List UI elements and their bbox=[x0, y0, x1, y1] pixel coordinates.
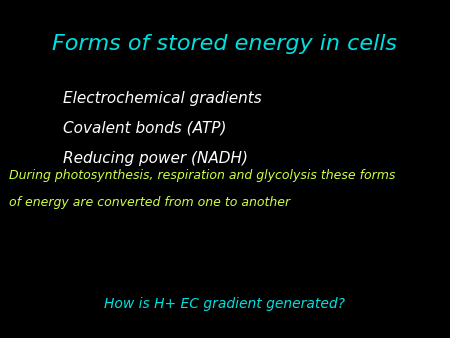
Text: Forms of stored energy in cells: Forms of stored energy in cells bbox=[53, 34, 397, 54]
Text: Reducing power (NADH): Reducing power (NADH) bbox=[63, 151, 248, 166]
Text: of energy are converted from one to another: of energy are converted from one to anot… bbox=[9, 196, 290, 209]
Text: Covalent bonds (ATP): Covalent bonds (ATP) bbox=[63, 121, 226, 136]
Text: How is H+ EC gradient generated?: How is H+ EC gradient generated? bbox=[104, 297, 346, 311]
Text: During photosynthesis, respiration and glycolysis these forms: During photosynthesis, respiration and g… bbox=[9, 169, 396, 182]
Text: Electrochemical gradients: Electrochemical gradients bbox=[63, 91, 262, 105]
